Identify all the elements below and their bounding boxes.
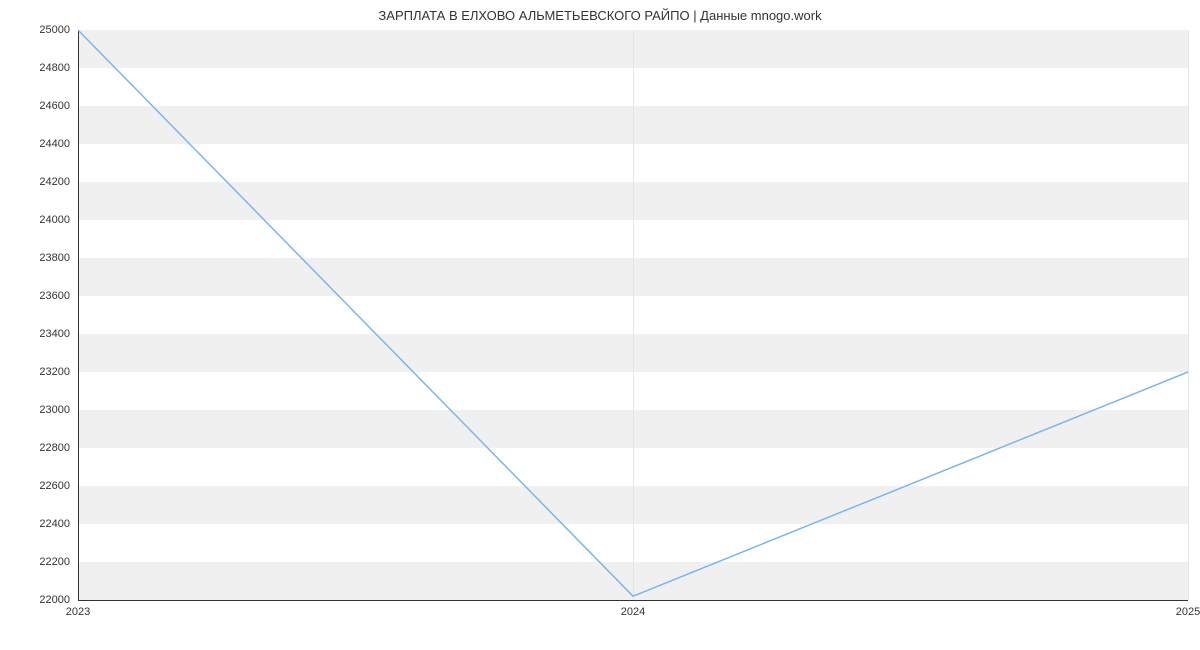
chart-title: ЗАРПЛАТА В ЕЛХОВО АЛЬМЕТЬЕВСКОГО РАЙПО |…: [0, 8, 1200, 23]
y-tick-label: 23400: [39, 328, 70, 340]
plot-area: 2200022200224002260022800230002320023400…: [78, 30, 1188, 600]
x-tick-label: 2024: [621, 606, 645, 618]
y-tick-label: 24400: [39, 138, 70, 150]
y-tick-label: 22000: [39, 594, 70, 606]
y-tick-label: 22800: [39, 442, 70, 454]
y-tick-label: 23800: [39, 252, 70, 264]
y-tick-label: 24800: [39, 62, 70, 74]
y-tick-label: 22600: [39, 480, 70, 492]
y-tick-label: 22200: [39, 556, 70, 568]
y-tick-label: 22400: [39, 518, 70, 530]
y-tick-label: 23000: [39, 404, 70, 416]
x-tick-label: 2023: [66, 606, 90, 618]
line-layer: [78, 30, 1188, 600]
y-tick-label: 23600: [39, 290, 70, 302]
y-tick-label: 23200: [39, 366, 70, 378]
series-line-salary: [78, 30, 1188, 596]
x-grid-line: [1188, 30, 1189, 600]
y-tick-label: 25000: [39, 24, 70, 36]
y-tick-label: 24200: [39, 176, 70, 188]
y-tick-label: 24000: [39, 214, 70, 226]
x-tick-label: 2025: [1176, 606, 1200, 618]
y-tick-label: 24600: [39, 100, 70, 112]
chart-container: ЗАРПЛАТА В ЕЛХОВО АЛЬМЕТЬЕВСКОГО РАЙПО |…: [0, 0, 1200, 650]
x-axis-line: [78, 600, 1188, 601]
